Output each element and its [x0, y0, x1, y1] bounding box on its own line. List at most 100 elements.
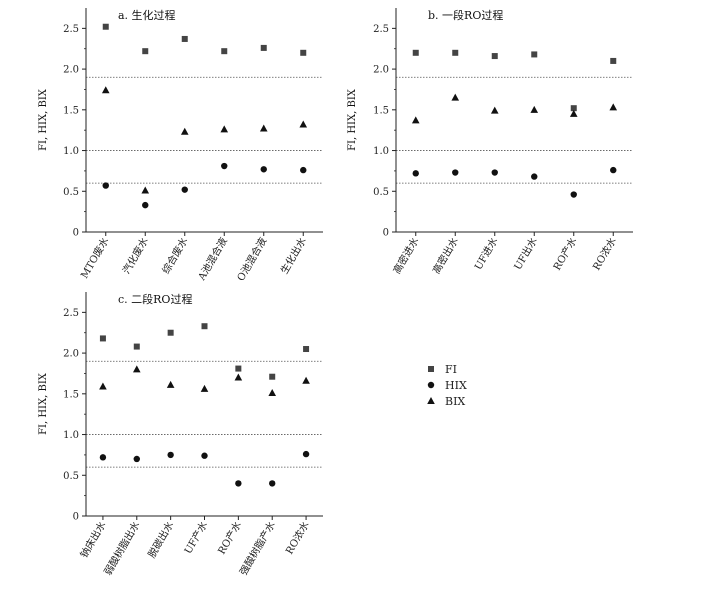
y-axis-label: FI, HIX, BIX — [38, 372, 49, 435]
y-tick-label: 2.0 — [63, 349, 79, 360]
legend-label: HIX — [445, 379, 467, 392]
data-point-fi — [531, 51, 538, 58]
data-point-hix — [221, 162, 228, 170]
y-tick-label: 1.5 — [373, 105, 389, 116]
panel-b: 0 0.5 1.0 1.5 2.0 2.5 高密进水 高密出水 UF进水 UF出水 RO产水 RO浓水… — [347, 8, 633, 276]
data-point-hix — [235, 480, 242, 487]
x-category-label: 综合废水 — [159, 235, 190, 276]
data-point-bix — [268, 389, 277, 397]
data-point-fi — [102, 23, 109, 30]
data-point-fi — [300, 49, 307, 56]
y-tick-label: 2.0 — [63, 65, 79, 76]
y-tick-label: 2.0 — [373, 65, 389, 76]
data-point-hix — [491, 169, 498, 176]
x-category-label: 高密出水 — [430, 235, 461, 276]
x-category-label: 弱酸树脂出水 — [101, 519, 142, 577]
x-category-label: 高密进水 — [390, 235, 421, 276]
data-point-hix — [452, 169, 459, 176]
data-point-fi — [269, 373, 276, 380]
data-point-bix — [101, 86, 110, 94]
data-point-fi — [260, 44, 267, 51]
y-tick-label: 0.5 — [373, 187, 389, 198]
data-point-bix — [141, 186, 150, 194]
y-tick-label: 1.0 — [63, 430, 79, 441]
data-point-bix — [132, 365, 141, 373]
data-point-bix — [234, 373, 243, 381]
data-point-hix — [167, 451, 174, 459]
x-category-label: MTO废水 — [78, 235, 112, 281]
legend-marker-fi — [428, 366, 434, 372]
data-point-fi — [201, 323, 208, 330]
data-point-fi — [167, 329, 174, 336]
x-category-label: 脱碳出水 — [145, 519, 176, 560]
data-point-bix — [166, 380, 175, 388]
panel-a: 0 0.5 1.0 1.5 2.0 2.5 MTO废水 汽化废水 综合废水 A池混合液 O池混合液生… — [38, 8, 323, 283]
data-point-bix — [220, 125, 229, 133]
x-category-label: RO浓水 — [283, 520, 311, 557]
y-tick-label: 1.0 — [63, 146, 79, 157]
data-point-hix — [133, 455, 140, 463]
y-tick-label: 0 — [73, 512, 79, 523]
y-tick-label: 2.5 — [373, 24, 389, 35]
data-point-fi — [570, 105, 577, 112]
legend-marker-hix — [427, 381, 435, 389]
x-category-label: 汽化废水 — [120, 235, 151, 276]
x-category-label: RO产水 — [550, 235, 579, 272]
x-category-label: UF产水 — [181, 519, 210, 556]
y-tick-label: 1.5 — [63, 389, 79, 400]
data-point-fi — [610, 57, 617, 64]
data-point-bix — [200, 384, 209, 392]
y-tick-label: 1.0 — [373, 146, 389, 157]
data-point-fi — [303, 346, 310, 353]
legend-marker-bix — [427, 397, 435, 404]
legend: FI HIX BIX — [427, 363, 467, 408]
data-point-fi — [452, 49, 459, 56]
y-tick-label: 1.5 — [63, 105, 79, 116]
panel-title: a. 生化过程 — [118, 8, 176, 22]
y-tick-label: 2.5 — [63, 308, 79, 319]
data-point-bix — [302, 376, 310, 384]
y-tick-label: 0 — [73, 228, 79, 239]
x-category-label: 强酸树脂产水 — [237, 519, 278, 577]
panel-title: b. 一段RO过程 — [428, 8, 503, 22]
data-point-fi — [181, 35, 188, 42]
data-point-fi — [133, 343, 140, 350]
data-point-bix — [180, 127, 189, 135]
x-category-label: 钠床出水 — [77, 519, 108, 560]
y-axis-label: FI, HIX, BIX — [347, 88, 358, 151]
data-point-hix — [570, 191, 577, 198]
y-axis-label: FI, HIX, BIX — [38, 88, 49, 151]
y-tick-label: 0 — [383, 228, 389, 239]
data-point-bix — [609, 103, 618, 111]
data-point-fi — [99, 335, 106, 342]
x-category-label: 生化出水 — [278, 235, 309, 276]
panel-title: c. 二段RO过程 — [118, 292, 192, 306]
data-point-bix — [259, 124, 268, 132]
y-tick-label: 2.5 — [63, 24, 79, 35]
data-point-fi — [235, 365, 242, 372]
data-point-hix — [102, 182, 109, 189]
data-point-bix — [490, 106, 499, 114]
data-point-hix — [201, 452, 208, 459]
data-point-hix — [181, 186, 188, 193]
data-point-bix — [530, 105, 539, 113]
data-point-hix — [269, 480, 276, 487]
x-category-label: RO浓水 — [591, 236, 619, 273]
legend-label: BIX — [445, 395, 465, 408]
data-point-hix — [300, 166, 307, 174]
x-category-label: UF出水 — [511, 235, 540, 272]
data-point-fi — [491, 53, 498, 60]
data-point-bix — [451, 93, 460, 101]
data-point-fi — [221, 48, 228, 55]
data-point-hix — [302, 450, 310, 458]
x-category-label: A池混合液 — [194, 235, 229, 283]
data-point-fi — [142, 48, 149, 55]
x-category-label: UF进水 — [472, 236, 500, 273]
y-tick-label: 0.5 — [63, 471, 79, 482]
data-point-hix — [531, 173, 538, 180]
data-point-bix — [411, 116, 420, 124]
data-point-hix — [610, 166, 617, 174]
x-category-label: O池混合液 — [234, 235, 269, 283]
